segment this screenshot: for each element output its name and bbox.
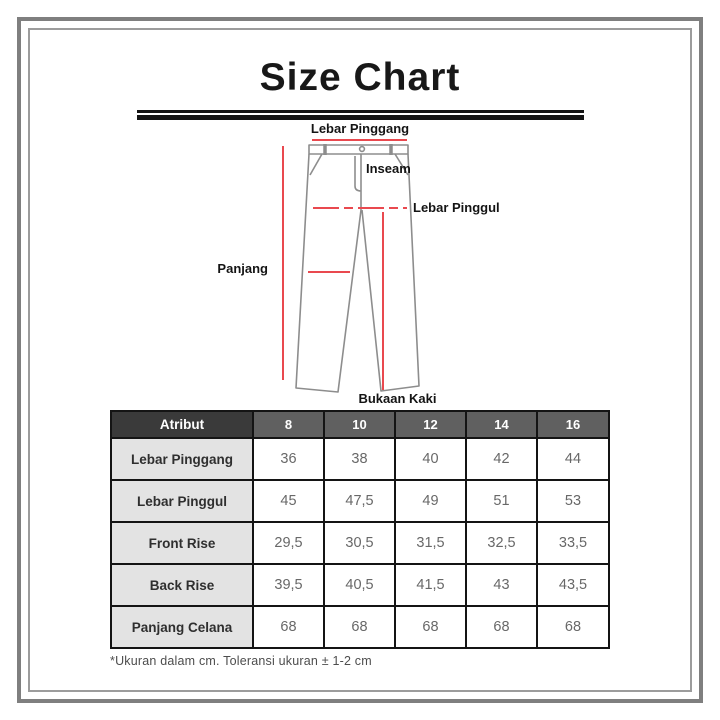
table-row-front-rise: Front Rise 29,5 30,5 31,5 32,5 33,5	[110, 521, 610, 565]
size-column-header-14: 14	[465, 410, 538, 439]
right-leg	[361, 153, 420, 392]
row-label: Lebar Pinggang	[110, 437, 254, 481]
title-divider	[136, 110, 584, 120]
pants-diagram-drawing	[282, 139, 420, 393]
page-title: Size Chart	[259, 56, 461, 99]
table-row-back-rise: Back Rise 39,5 40,5 41,5 43 43,5	[110, 563, 610, 607]
row-label: Front Rise	[110, 521, 254, 565]
table-cell: 38	[323, 437, 396, 481]
left-pocket	[309, 153, 323, 176]
inseam-label: Inseam	[366, 161, 411, 176]
table-header-row: Atribut 8 10 12 14 16	[110, 410, 610, 439]
table-cell: 32,5	[465, 521, 538, 565]
table-cell: 68	[323, 605, 396, 649]
table-row-waist: Lebar Pinggang 36 38 40 42 44	[110, 437, 610, 481]
pants-outline	[295, 144, 420, 393]
table-cell: 41,5	[394, 563, 467, 607]
table-cell: 53	[536, 479, 610, 523]
hip-label: Lebar Pinggul	[413, 200, 500, 215]
table-cell: 68	[394, 605, 467, 649]
title-divider-thick-line	[136, 115, 584, 120]
left-leg	[295, 153, 362, 393]
table-cell: 40	[394, 437, 467, 481]
measurement-lines	[282, 139, 407, 390]
table-row-hip: Lebar Pinggul 45 47,5 49 51 53	[110, 479, 610, 523]
attribute-column-header: Atribut	[110, 410, 254, 439]
title-divider-thin-line	[136, 110, 584, 113]
row-label: Panjang Celana	[110, 605, 254, 649]
row-label: Lebar Pinggul	[110, 479, 254, 523]
table-cell: 33,5	[536, 521, 610, 565]
waist-label: Lebar Pinggang	[310, 121, 410, 136]
size-column-header-16: 16	[536, 410, 610, 439]
pants-waistband	[308, 144, 409, 155]
size-table: Atribut 8 10 12 14 16 Lebar Pinggang 36 …	[110, 410, 610, 649]
table-cell: 39,5	[252, 563, 325, 607]
table-cell: 40,5	[323, 563, 396, 607]
table-cell: 68	[252, 605, 325, 649]
length-label: Panjang	[217, 261, 268, 276]
table-cell: 36	[252, 437, 325, 481]
leg-opening-label: Bukaan Kaki	[358, 391, 437, 406]
table-cell: 45	[252, 479, 325, 523]
table-cell: 49	[394, 479, 467, 523]
waist-button	[358, 145, 366, 153]
size-tolerance-note: *Ukuran dalam cm. Toleransi ukuran ± 1-2…	[110, 654, 372, 668]
table-cell: 68	[465, 605, 538, 649]
table-cell: 31,5	[394, 521, 467, 565]
row-label: Back Rise	[110, 563, 254, 607]
table-cell: 42	[465, 437, 538, 481]
table-cell: 43	[465, 563, 538, 607]
table-row-pant-length: Panjang Celana 68 68 68 68 68	[110, 605, 610, 649]
table-cell: 68	[536, 605, 610, 649]
table-cell: 47,5	[323, 479, 396, 523]
size-column-header-12: 12	[394, 410, 467, 439]
table-cell: 43,5	[536, 563, 610, 607]
table-cell: 44	[536, 437, 610, 481]
size-column-header-10: 10	[323, 410, 396, 439]
size-column-header-8: 8	[252, 410, 325, 439]
table-cell: 51	[465, 479, 538, 523]
fly-stitch	[354, 156, 362, 192]
pants-measurement-diagram: Lebar Pinggang Inseam Lebar Pinggul Panj…	[0, 120, 720, 408]
table-cell: 30,5	[323, 521, 396, 565]
table-cell: 29,5	[252, 521, 325, 565]
right-pocket	[394, 153, 409, 176]
